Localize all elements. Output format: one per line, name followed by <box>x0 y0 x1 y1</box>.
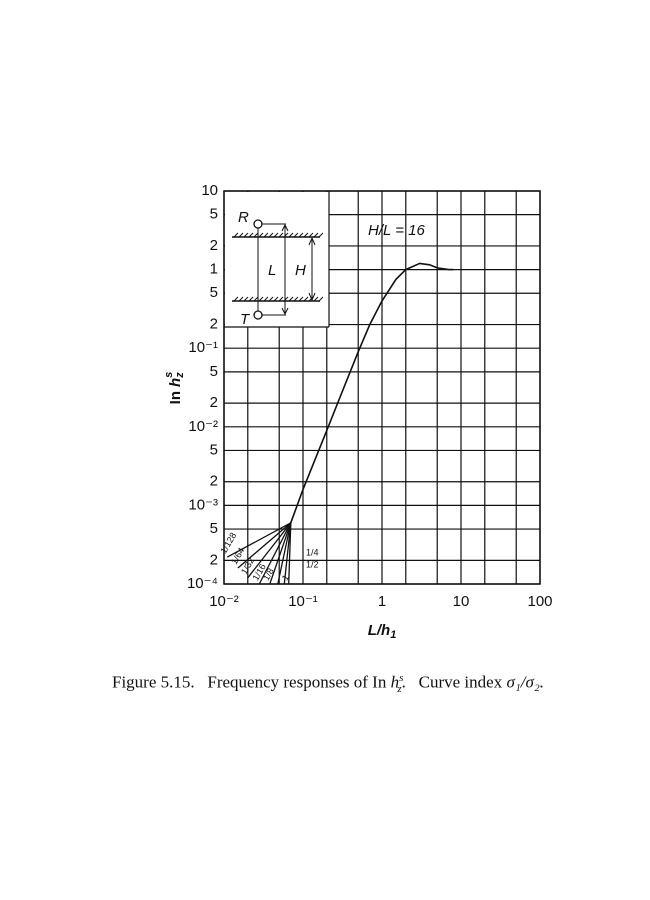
y-tick-label: 10⁻⁴ <box>187 575 218 592</box>
caption-sup: s <box>399 672 404 684</box>
x-label-text: L/h <box>368 622 391 639</box>
x-axis-label: L/h1 <box>368 622 397 641</box>
hatch <box>263 232 269 238</box>
y-tick-label: 5 <box>210 520 218 537</box>
hatch <box>243 232 249 238</box>
hatch <box>238 296 244 302</box>
caption-sub: z <box>397 683 402 696</box>
hatch <box>243 296 249 302</box>
inset-label: L <box>268 262 276 279</box>
branch-curve <box>237 522 292 569</box>
branch-curve <box>277 522 292 585</box>
hatch <box>238 232 244 238</box>
hatch <box>248 232 254 238</box>
caption-formula: σ₁/σ₂. <box>506 672 545 692</box>
hatch <box>298 232 304 238</box>
y-tick-label: 2 <box>210 473 218 490</box>
y-tick-label: 5 <box>210 363 218 380</box>
y-tick-label: 10 <box>201 182 218 199</box>
hatch <box>293 232 299 238</box>
inset: R T L H <box>224 191 330 328</box>
y-tick-label: 5 <box>210 441 218 458</box>
y-label-symbol: h <box>167 378 184 387</box>
y-tick-label: 5 <box>210 284 218 301</box>
y-tick-label: 1 <box>210 261 218 278</box>
caption-text: Frequency responses of In <box>207 672 387 692</box>
inset-label: T <box>240 311 251 328</box>
x-tick-label: 10 <box>453 593 470 610</box>
hatch <box>258 232 264 238</box>
branch-curve <box>269 522 292 585</box>
x-tick-label: 10⁻¹ <box>288 593 318 610</box>
hatch <box>273 232 279 238</box>
branch-curve <box>288 522 292 585</box>
hatch <box>248 296 254 302</box>
hatch <box>303 296 309 302</box>
y-tick-label: 2 <box>210 316 218 333</box>
t-point <box>253 310 263 320</box>
y-label-sup: s <box>163 372 175 378</box>
hatch <box>318 232 324 238</box>
x-label-sub: 1 <box>390 629 396 641</box>
caption-symbol: h <box>390 672 400 692</box>
hatch <box>313 296 319 302</box>
hatch <box>288 296 294 302</box>
caption: Figure 5.15. Frequency responses of In h… <box>112 664 602 703</box>
x-tick-label: 10⁻² <box>209 593 239 610</box>
hatch <box>258 296 264 302</box>
inset-label: R <box>238 209 249 226</box>
main-curve <box>290 262 454 524</box>
branch-curve <box>283 522 292 585</box>
y-axis-label: In hsz <box>163 372 186 405</box>
hatch <box>303 232 309 238</box>
x-tick-label: 1 <box>378 593 386 610</box>
caption-text2: Curve index <box>418 672 503 692</box>
hatch <box>308 232 314 238</box>
caption-end: . <box>401 672 406 692</box>
y-label-text: In <box>167 391 184 404</box>
hatch <box>298 296 304 302</box>
hatch <box>273 296 279 302</box>
y-tick-label: 10⁻² <box>188 418 218 435</box>
hatch <box>268 232 274 238</box>
hatch <box>293 296 299 302</box>
curve-label: 1/2 <box>306 559 319 569</box>
y-tick-label: 5 <box>210 206 218 223</box>
caption-label: Figure 5.15. <box>112 672 195 692</box>
branch-curve <box>247 522 292 579</box>
y-tick-label: 2 <box>210 394 218 411</box>
hatch <box>288 232 294 238</box>
x-tick-label: 100 <box>527 593 552 610</box>
r-point <box>253 219 263 229</box>
y-tick-label: 10⁻¹ <box>188 339 218 356</box>
hatch <box>233 232 239 238</box>
hatch <box>263 296 269 302</box>
hatch <box>278 296 284 302</box>
hatch <box>278 232 284 238</box>
branch-curve <box>226 522 292 558</box>
y-tick-label: 10⁻³ <box>188 496 218 513</box>
plot-frame <box>223 190 541 585</box>
hatch <box>313 232 319 238</box>
y-tick-label: 2 <box>210 237 218 254</box>
hatch <box>253 232 259 238</box>
hatch <box>318 296 324 302</box>
inset-label: H <box>295 262 306 279</box>
hatch <box>233 296 239 302</box>
branch-curve <box>258 522 292 585</box>
arrow-head <box>281 223 316 316</box>
annotation: H/L = 16 <box>368 222 426 239</box>
hatch <box>253 296 259 302</box>
curve-label: 1/4 <box>306 547 319 557</box>
hatch <box>268 296 274 302</box>
y-label-sub: z <box>174 372 186 379</box>
curve-label: 1 <box>280 573 291 582</box>
y-tick-label: 2 <box>210 551 218 568</box>
